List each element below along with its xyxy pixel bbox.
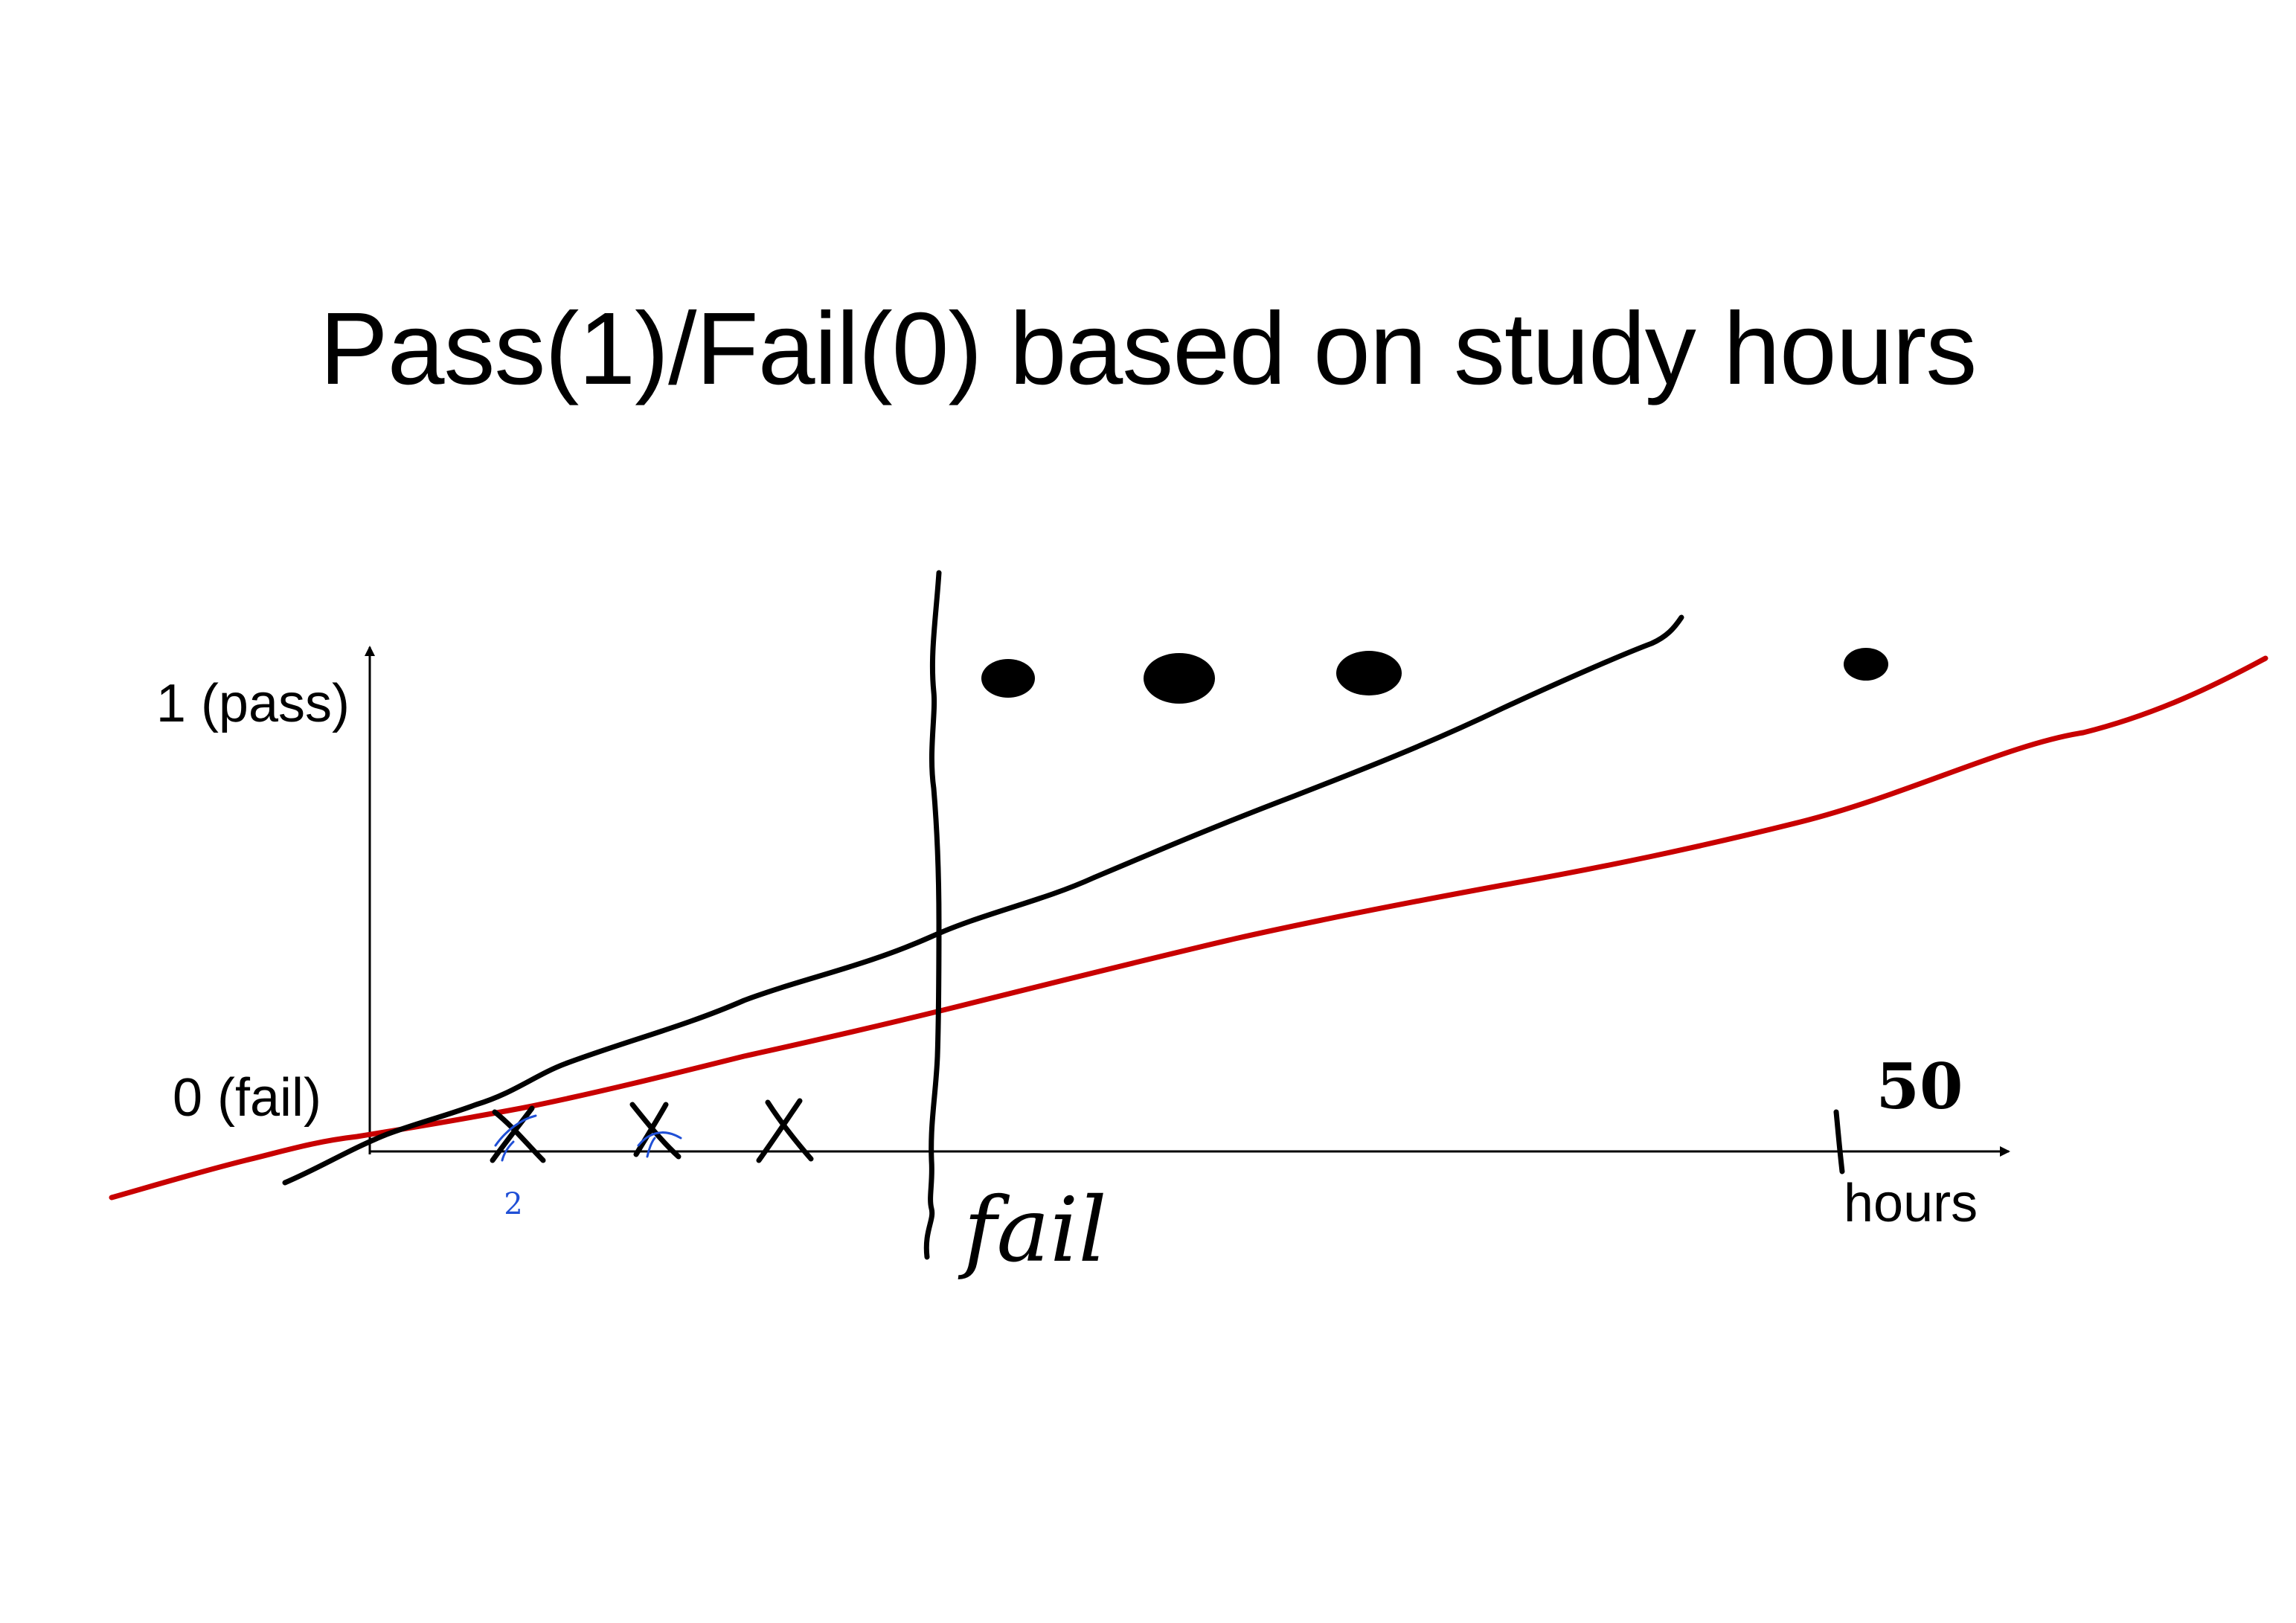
fail-marker (756, 1098, 814, 1163)
decision-boundary (923, 570, 942, 1260)
blue-scribble (494, 1114, 682, 1162)
x-label-hours: hours (1844, 1174, 1978, 1233)
x-tick-50-label: 50 (1876, 1050, 1963, 1123)
pass-marker (1336, 651, 1402, 695)
fail-marker (629, 1102, 682, 1160)
red-line (109, 655, 2268, 1201)
y-label-pass: 1 (pass) (156, 674, 350, 733)
pass-marker (1844, 648, 1888, 681)
black-line (282, 614, 1684, 1186)
y-label-fail: 0 (fail) (173, 1068, 321, 1128)
x-tick-50 (1833, 1109, 1845, 1174)
boundary-label-fail: fail (958, 1179, 1107, 1282)
pass-marker (981, 659, 1035, 698)
fail-marker (490, 1105, 546, 1163)
small-blue-mark: 2 (504, 1187, 522, 1221)
pass-marker (1144, 653, 1215, 704)
slide-title: Pass(1)/Fail(0) based on study hours (319, 292, 1978, 406)
